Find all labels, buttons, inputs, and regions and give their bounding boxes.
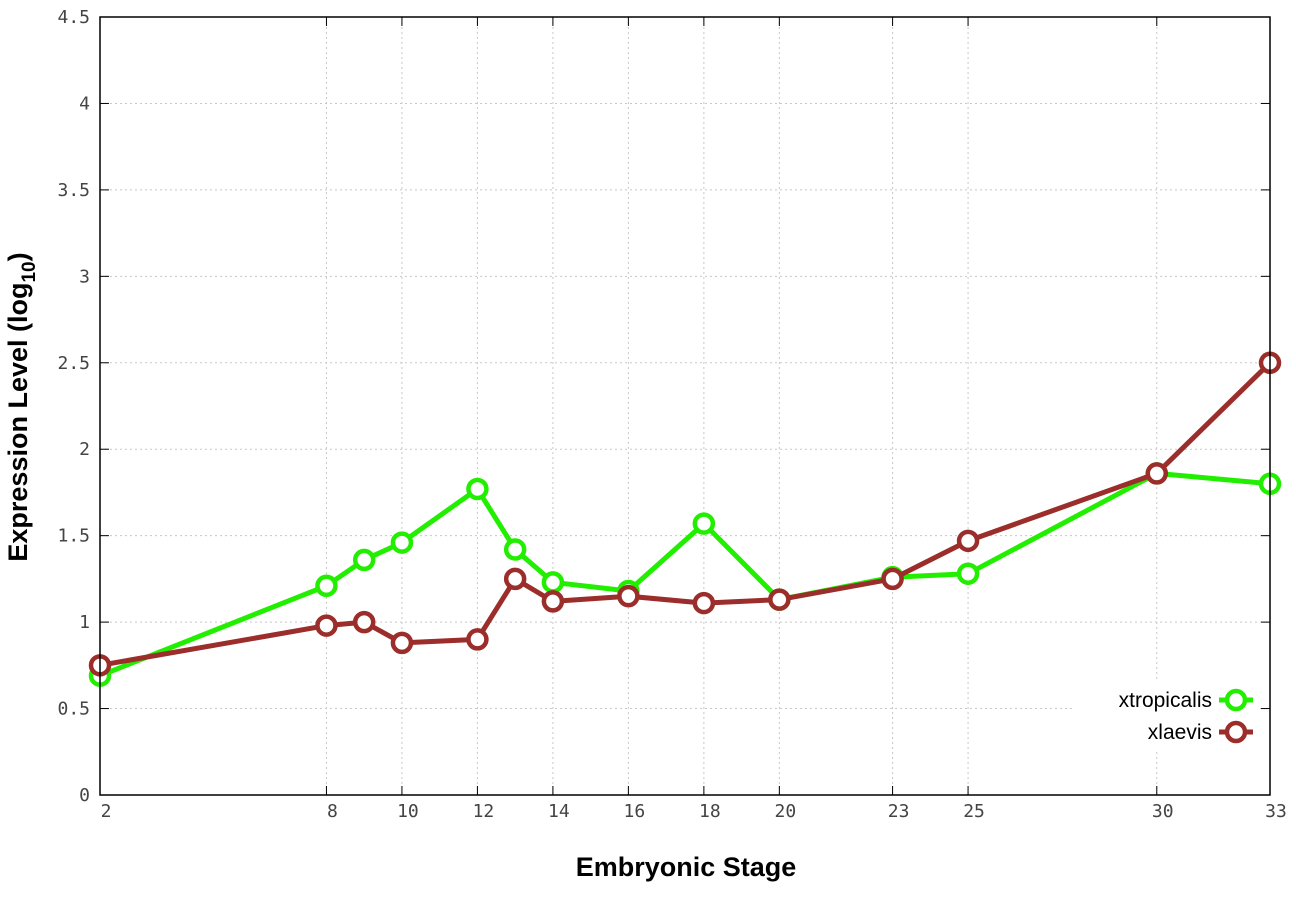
x-tick-label: 18: [699, 801, 721, 822]
y-tick-label: 1: [79, 612, 90, 633]
series-xlaevis: [88, 351, 1282, 677]
data-point: [466, 477, 489, 501]
series-line: [99, 470, 1271, 679]
data-point: [503, 538, 527, 561]
data-point: [956, 562, 980, 585]
x-tick-label: 30: [1152, 801, 1174, 822]
data-point: [956, 529, 980, 553]
data-point: [541, 571, 565, 594]
y-tick-label: 2.5: [57, 353, 90, 374]
data-point: [390, 631, 414, 655]
y-tick-label: 2: [79, 439, 90, 460]
y-tick-label: 0.5: [57, 699, 90, 720]
x-tick-label: 20: [775, 801, 797, 822]
data-point: [390, 531, 414, 554]
legend-label: xtropicalis: [1119, 689, 1212, 712]
x-tick-label: 16: [624, 801, 646, 822]
x-tick-label: 12: [473, 801, 495, 822]
y-tick-label: 1.5: [57, 526, 90, 547]
series-xtropicalis: [88, 462, 1282, 687]
data-point: [881, 567, 904, 591]
legend-marker: [1224, 720, 1248, 744]
data-point: [1145, 462, 1169, 485]
legend-marker: [1224, 688, 1248, 712]
data-point: [352, 548, 376, 572]
x-tick-label: 33: [1265, 801, 1287, 822]
x-tick-label: 2: [101, 801, 112, 822]
data-point: [692, 512, 716, 535]
data-point: [503, 567, 527, 591]
grid: [100, 17, 1270, 795]
series: [88, 351, 1282, 687]
y-tick-label: 3.5: [57, 180, 90, 201]
series-line: [99, 361, 1272, 668]
data-point: [315, 614, 338, 637]
x-tick-label: 14: [548, 801, 570, 822]
y-axis-title-subscript: 10: [19, 261, 40, 282]
axis-ticks: [99, 16, 1271, 796]
legend-label: xlaevis: [1148, 721, 1212, 744]
x-axis-title: Embryonic Stage: [576, 852, 797, 882]
y-tick-label: 3: [79, 266, 90, 287]
y-tick-label: 0: [79, 785, 90, 806]
plot-frame: [99, 16, 1271, 796]
y-axis-title-close: ): [3, 252, 33, 261]
data-point: [315, 574, 338, 598]
y-tick-label: 4.5: [57, 7, 90, 28]
x-tick-label: 10: [397, 801, 419, 822]
data-point: [466, 628, 489, 651]
data-point: [541, 590, 565, 613]
y-tick-label: 4: [79, 93, 90, 114]
data-point: [768, 588, 791, 611]
data-point: [617, 584, 640, 608]
y-axis-title-main: Expression Level (log: [3, 283, 33, 562]
tick-labels: 0 0.5 1 1.5 2 2.5 3 3.5 4 4.5 2 8 10 12 14 16 18 20 23 25 30…: [57, 7, 1286, 822]
data-point: [352, 610, 376, 634]
x-tick-label: 8: [327, 801, 338, 822]
x-tick-label: 25: [963, 801, 985, 822]
x-tick-label: 23: [888, 801, 910, 822]
legend: xtropicalis xlaevis: [1072, 680, 1258, 750]
data-point: [692, 591, 716, 615]
y-axis-title: Expression Level (log10): [3, 252, 40, 561]
